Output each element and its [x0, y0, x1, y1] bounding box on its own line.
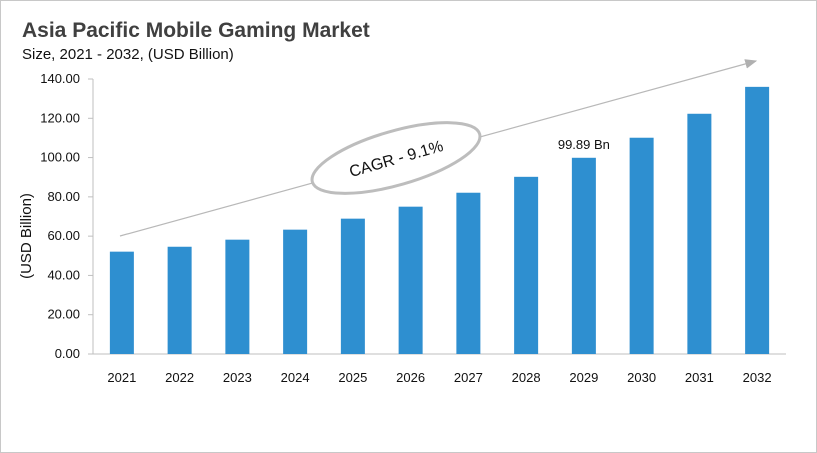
x-tick-label: 2027	[454, 370, 483, 385]
x-tick-label: 2026	[396, 370, 425, 385]
x-tick-label: 2028	[512, 370, 541, 385]
x-tick-label: 2022	[165, 370, 194, 385]
bar-2027	[456, 192, 481, 354]
y-tick-label: 0.00	[55, 346, 80, 361]
x-tick-label: 2031	[685, 370, 714, 385]
bar-2023	[225, 239, 250, 354]
bar-2030	[629, 137, 654, 354]
y-tick-label: 20.00	[47, 307, 80, 322]
bar-2024	[283, 229, 308, 354]
chart-subtitle: Size, 2021 - 2032, (USD Billion)	[22, 46, 234, 63]
x-tick-label: 2030	[627, 370, 656, 385]
bar-2028	[514, 176, 539, 354]
data-label: 99.89 Bn	[558, 137, 610, 152]
bar-2021	[109, 251, 134, 354]
y-tick-label: 80.00	[47, 189, 80, 204]
x-tick-label: 2021	[107, 370, 136, 385]
bar-2026	[398, 206, 423, 354]
bar-2025	[340, 218, 365, 354]
bar-2032	[745, 86, 770, 354]
y-axis-label: (USD Billion)	[18, 193, 35, 279]
x-tick-label: 2025	[338, 370, 367, 385]
x-tick-label: 2023	[223, 370, 252, 385]
y-tick-label: 60.00	[47, 228, 80, 243]
y-tick-label: 100.00	[40, 150, 80, 165]
x-tick-label: 2024	[281, 370, 310, 385]
cagr-ellipse	[310, 121, 482, 195]
y-tick-label: 140.00	[40, 71, 80, 86]
bar-2029	[571, 157, 596, 354]
chart-title: Asia Pacific Mobile Gaming Market	[22, 19, 370, 42]
bar-2022	[167, 246, 192, 354]
y-tick-label: 120.00	[40, 110, 80, 125]
x-tick-label: 2032	[743, 370, 772, 385]
x-tick-label: 2029	[569, 370, 598, 385]
y-tick-label: 40.00	[47, 267, 80, 282]
bar-2031	[687, 113, 712, 355]
